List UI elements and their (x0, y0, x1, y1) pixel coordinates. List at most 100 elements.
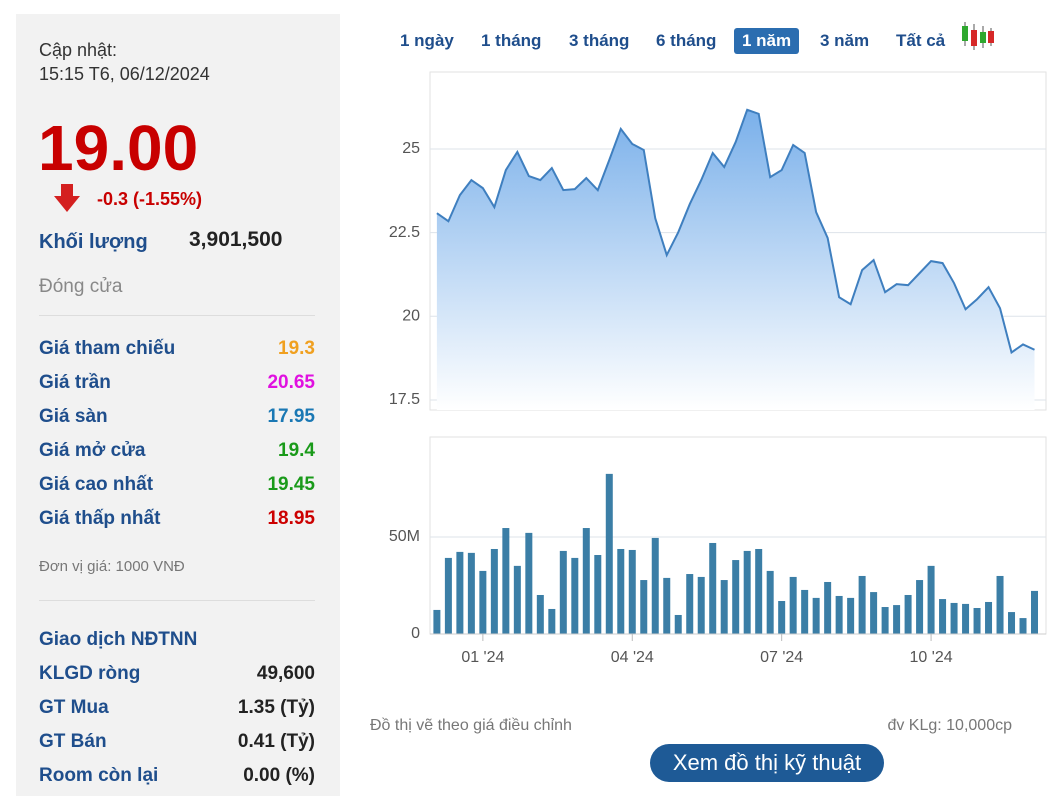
volume-bar (502, 528, 510, 634)
volume-bar (755, 548, 763, 634)
y-tick-label: 17.5 (389, 391, 420, 408)
volume-bar (709, 542, 717, 634)
period-tab[interactable]: 6 tháng (656, 31, 717, 50)
price-change: -0.3 (-1.55%) (97, 189, 203, 209)
volume-bar (916, 580, 924, 634)
volume-bar (548, 608, 556, 634)
period-tab[interactable]: 3 năm (820, 31, 870, 50)
x-tick-label: 07 '24 (760, 649, 803, 666)
period-tab[interactable]: Tất cả (896, 31, 946, 50)
volume-bar (582, 528, 590, 634)
volume-bar (927, 565, 935, 634)
down-arrow (54, 184, 80, 212)
volume-bar (433, 609, 441, 634)
candle-icon[interactable] (960, 20, 996, 52)
price: 19.00 (38, 112, 199, 184)
y-tick-label: 22.5 (389, 224, 420, 241)
update-time: 15:15 T6, 06/12/2024 (39, 64, 210, 84)
volume-bar (939, 599, 947, 634)
volume-bar (835, 595, 843, 634)
volume-value: 3,901,500 (189, 228, 283, 251)
charts: 17.5 22.5 20 25 0 50M 01 '24 04 '24 07 '24 10 '24 (389, 71, 1047, 666)
volume-label: Khối lượng (39, 231, 148, 253)
volume-bar (996, 575, 1004, 634)
row-value: 19.4 (278, 440, 315, 461)
row-label: Giá cao nhất (39, 474, 154, 495)
unit-note: Đơn vị giá: 1000 VNĐ (39, 558, 185, 575)
row-label: Giá sàn (39, 406, 108, 427)
volume-bar (617, 548, 625, 634)
footer-note: Đồ thị vẽ theo giá điều chỉnh (370, 717, 572, 734)
row-value: 20.65 (267, 372, 315, 393)
y-tick-label: 0 (411, 625, 420, 642)
volume-bar (870, 592, 878, 634)
status: Đóng cửa (39, 276, 123, 297)
x-tick-label: 10 '24 (910, 649, 953, 666)
volume-bar (640, 580, 648, 634)
y-tick-label: 50M (389, 528, 420, 545)
foreign-title: Giao dịch NĐTNN (39, 629, 198, 650)
update-label: Cập nhật: (39, 40, 118, 60)
separator (39, 315, 315, 316)
volume-bar (444, 557, 452, 634)
volume-bar (479, 570, 487, 634)
volume-bar (674, 614, 682, 634)
volume-bar (1019, 618, 1027, 634)
volume-bar (881, 607, 889, 634)
row-value: 49,600 (256, 663, 315, 684)
volume-bar (766, 570, 774, 634)
volume-bar (594, 555, 602, 634)
period-tab[interactable]: 3 tháng (569, 31, 630, 50)
volume-bar (985, 601, 993, 634)
row-label: Giá mở cửa (39, 440, 146, 461)
volume-bar (1031, 590, 1039, 634)
volume-bar (651, 537, 659, 634)
volume-bar (536, 594, 544, 634)
period-tab[interactable]: 1 ngày (400, 31, 454, 50)
volume-bar (559, 550, 567, 634)
period-tab[interactable]: 1 tháng (481, 31, 542, 50)
row-label: Room còn lại (39, 765, 159, 786)
x-tick-label: 04 '24 (611, 649, 654, 666)
separator (39, 600, 315, 601)
volume-bar (801, 589, 809, 634)
row-value: 19.3 (278, 338, 315, 359)
volume-bar (490, 548, 498, 634)
volume-bar (663, 577, 671, 634)
price-line (436, 108, 1035, 355)
row-value: 19.45 (267, 474, 315, 495)
row-label: Giá tham chiếu (39, 338, 176, 359)
volume-bar (525, 532, 533, 634)
volume-bar (571, 557, 579, 634)
volume-bar (513, 565, 521, 634)
volume-bar (778, 601, 786, 634)
volume-bar (962, 603, 970, 634)
row-label: GT Mua (39, 697, 109, 718)
row-value: 18.95 (267, 508, 315, 529)
row-value: 0.00 (%) (243, 765, 315, 786)
row-value: 1.35 (Tỷ) (237, 697, 315, 718)
volume-bar (847, 597, 855, 634)
row-value: 17.95 (267, 406, 315, 427)
volume-bar (812, 597, 820, 634)
row-label: Giá thấp nhất (39, 508, 161, 529)
tech-chart-button[interactable]: Xem đồ thị kỹ thuật (650, 744, 884, 782)
period-tab[interactable]: 1 năm (734, 28, 800, 54)
footer-unit: đv KLg: 10,000cp (887, 717, 1012, 734)
row-label: Giá trần (39, 372, 111, 393)
volume-bar (824, 581, 832, 634)
volume-bar (789, 576, 797, 634)
row-label: KLGD ròng (39, 663, 141, 684)
volume-bar (628, 549, 636, 634)
volume-bar (456, 551, 464, 634)
volume-bar (904, 594, 912, 634)
y-tick-label: 25 (402, 140, 420, 157)
price-area (436, 109, 1035, 410)
quote-panel (16, 14, 340, 796)
volume-bar (973, 607, 981, 634)
y-tick-label: 20 (402, 308, 420, 325)
volume-bar (743, 550, 751, 634)
row-label: GT Bán (39, 731, 107, 752)
volume-bar (858, 575, 866, 634)
